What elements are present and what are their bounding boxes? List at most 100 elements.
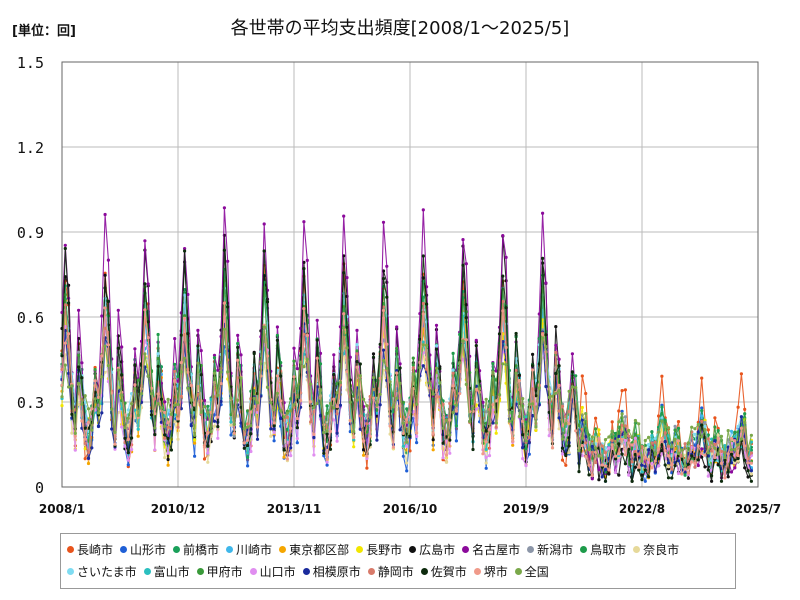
data-point <box>289 446 293 450</box>
data-point <box>666 465 671 469</box>
data-point <box>212 353 217 357</box>
data-point <box>206 460 210 464</box>
legend-label: 長崎市 <box>77 542 114 557</box>
data-point <box>617 432 621 436</box>
data-point <box>613 431 618 436</box>
data-point <box>713 442 717 447</box>
data-point <box>647 475 651 479</box>
legend-marker <box>67 567 74 575</box>
data-point <box>193 433 197 437</box>
data-point <box>371 352 376 356</box>
data-point <box>567 389 571 393</box>
data-point <box>497 393 502 397</box>
data-point <box>660 374 664 378</box>
data-point <box>388 380 392 384</box>
data-point <box>169 448 173 452</box>
data-point <box>474 368 478 372</box>
data-point <box>385 366 389 370</box>
data-point <box>176 402 180 406</box>
data-point <box>365 456 369 460</box>
data-point <box>623 415 628 419</box>
data-point <box>375 403 379 407</box>
data-point <box>633 439 638 443</box>
data-point <box>173 337 177 341</box>
data-point <box>521 397 525 401</box>
data-point <box>415 434 419 438</box>
data-point <box>710 449 714 453</box>
data-point <box>663 431 667 435</box>
data-point <box>325 404 329 408</box>
legend-item: 川崎市 <box>226 538 272 560</box>
data-point <box>560 404 565 408</box>
data-point <box>130 402 134 406</box>
data-point <box>252 389 256 393</box>
data-point <box>504 255 508 259</box>
data-point <box>749 472 754 476</box>
data-point <box>83 426 87 430</box>
data-point <box>666 444 671 448</box>
data-point <box>541 256 545 260</box>
legend-marker <box>473 567 481 575</box>
data-point <box>159 397 163 401</box>
data-point <box>617 434 621 438</box>
data-point <box>630 443 634 447</box>
data-point <box>272 439 276 443</box>
data-point <box>706 437 710 441</box>
legend-label: 山形市 <box>130 542 167 557</box>
data-point <box>643 455 647 459</box>
data-point <box>269 434 273 438</box>
data-point <box>494 399 498 403</box>
data-point <box>352 438 356 442</box>
data-point <box>355 349 359 353</box>
data-point <box>236 414 240 418</box>
y-tick-label: 1.5 <box>17 54 44 72</box>
data-point <box>96 424 101 429</box>
data-point <box>710 479 714 483</box>
data-point <box>335 391 339 395</box>
data-point <box>179 361 183 365</box>
data-point <box>408 434 412 438</box>
data-point <box>63 303 67 307</box>
data-point <box>504 345 508 350</box>
data-point <box>673 464 677 468</box>
data-point <box>120 373 124 377</box>
data-point <box>713 416 717 420</box>
data-point <box>83 441 87 446</box>
data-point <box>212 413 217 417</box>
data-point <box>504 363 508 367</box>
data-point <box>199 410 203 414</box>
data-point <box>723 455 727 460</box>
data-point <box>398 362 402 366</box>
data-point <box>719 449 724 453</box>
legend-label: 長野市 <box>366 542 403 557</box>
data-point <box>229 396 233 400</box>
data-point <box>700 423 704 427</box>
data-point <box>746 461 750 465</box>
data-point <box>355 360 359 364</box>
data-point <box>236 398 240 402</box>
data-point <box>719 479 724 483</box>
data-point <box>202 445 207 449</box>
data-point <box>544 345 548 349</box>
data-point <box>726 475 730 479</box>
legend-marker <box>302 567 310 575</box>
data-point <box>537 403 541 407</box>
data-point <box>607 446 611 450</box>
data-point <box>620 437 624 441</box>
data-point <box>318 388 323 392</box>
data-point <box>517 378 522 383</box>
legend-marker <box>226 545 234 553</box>
data-point <box>597 468 601 472</box>
data-point <box>391 405 395 409</box>
data-point <box>653 440 657 444</box>
data-point <box>202 398 207 403</box>
legend-marker <box>173 545 181 553</box>
data-point <box>686 471 691 475</box>
data-point <box>358 362 362 366</box>
data-point <box>401 421 405 425</box>
legend-item: 堺市 <box>473 560 508 582</box>
data-point <box>534 394 538 398</box>
data-point <box>103 286 107 290</box>
data-point <box>315 338 319 342</box>
data-point <box>299 398 303 402</box>
